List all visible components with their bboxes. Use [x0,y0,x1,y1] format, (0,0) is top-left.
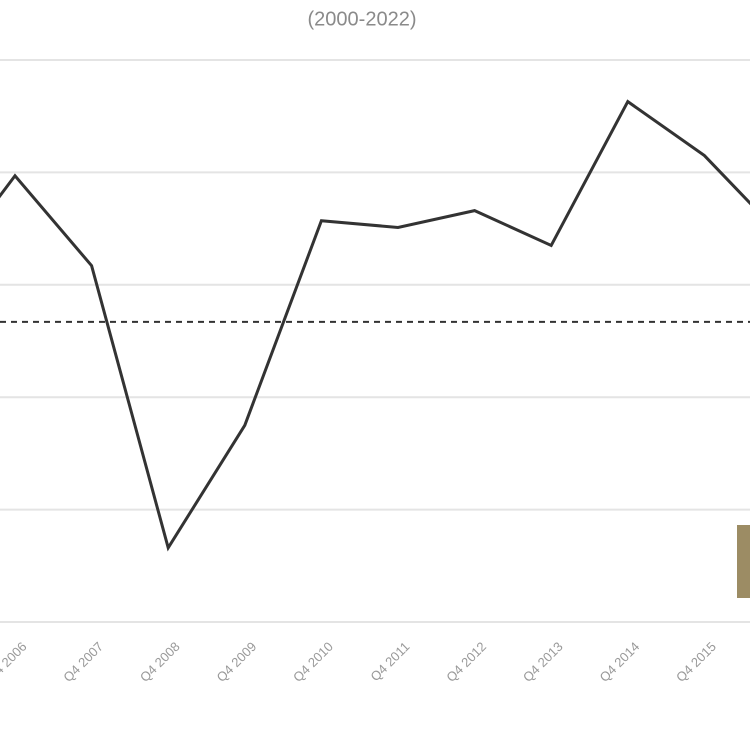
x-tick-label: Q4 2013 [520,639,566,685]
x-tick-label: Q4 2015 [673,639,719,685]
x-tick-label: Q4 2008 [137,639,183,685]
x-tick-label: Q4 2014 [596,639,642,685]
x-tick-label: Q4 2011 [367,639,412,684]
legend-swatch [737,525,750,598]
x-tick-label: Q4 2009 [213,639,259,685]
x-tick-label: Q4 2010 [290,639,336,685]
x-tick-label: Q4 2007 [60,639,106,685]
x-tick-label: Q4 2012 [443,639,489,685]
x-tick-label: Q4 2006 [0,639,30,685]
chart-subtitle: (2000-2022) [308,8,417,30]
line [0,99,750,552]
